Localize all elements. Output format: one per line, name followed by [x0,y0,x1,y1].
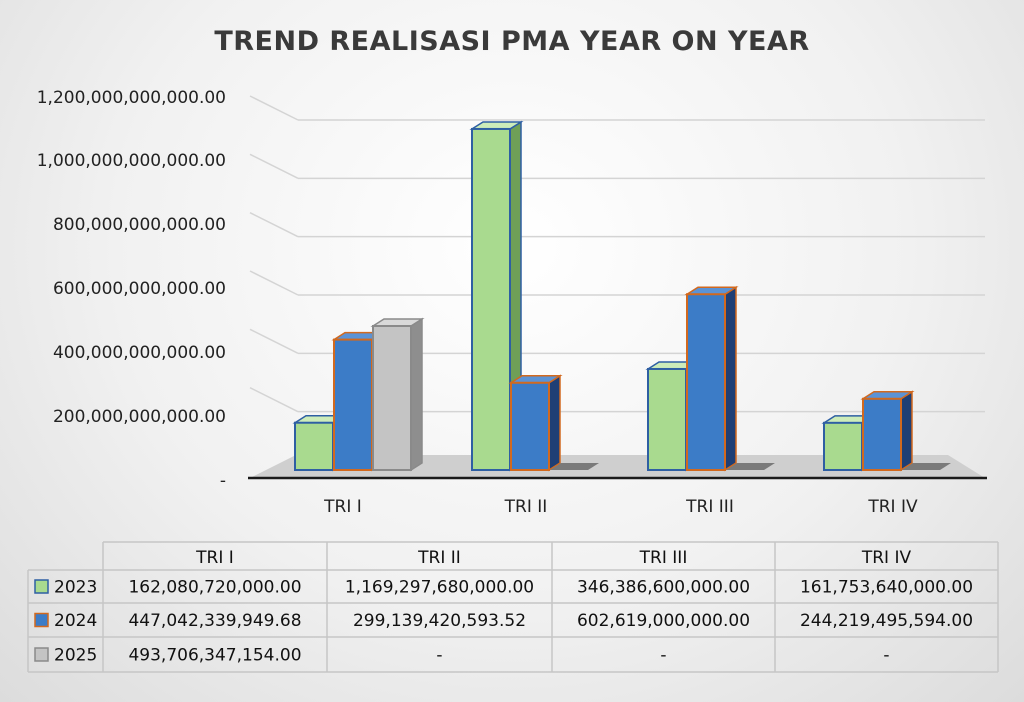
table-value-cell: 161,753,640,000.00 [800,578,973,598]
y-tick-label: 800,000,000,000.00 [53,215,226,235]
table-header-cell: TRI III [639,548,688,568]
gridline-diagonal [249,95,299,121]
table-value-cell: 346,386,600,000.00 [577,578,750,598]
x-category-label: TRI III [685,497,734,517]
legend-swatch [34,612,49,628]
bars [292,120,951,472]
bar-side [900,390,913,472]
bar-front [294,421,334,472]
gridline-diagonal [249,211,299,238]
table-value-cell: - [660,646,666,666]
bar-front [823,421,863,472]
bar [508,374,563,472]
chart-title: TREND REALISASI PMA YEAR ON YEAR [214,26,809,57]
bar-empty [726,463,775,470]
y-tick-label: 1,000,000,000,000.00 [37,151,226,171]
bar-side [724,285,737,472]
bar [684,285,739,472]
table-value-cell: 493,706,347,154.00 [128,646,301,666]
x-category-label: TRI IV [867,497,918,517]
bar-front [510,381,550,472]
y-tick-label: - [220,471,226,491]
y-tick-label: 600,000,000,000.00 [53,279,226,299]
table-value-cell: 244,219,495,594.00 [800,611,973,631]
y-axis-ticks: - 200,000,000,000.00 400,000,000,000.00 600… [37,88,226,491]
bar-front [647,367,687,472]
table-value-cell: - [883,646,889,666]
bar-side [410,317,423,472]
gridline-diagonal [249,328,299,355]
gridline-diagonal [249,270,299,296]
table-header-cell: TRI II [417,548,461,568]
bar-empty [902,463,951,470]
y-tick-label: 200,000,000,000.00 [53,407,226,427]
legend-swatch [34,579,49,594]
bar [370,317,425,472]
gridline-diagonal [249,386,299,413]
bar-empty [550,463,599,470]
legend-swatch [34,647,49,662]
bar-front [686,293,726,471]
table-value-cell: 602,619,000,000.00 [577,611,750,631]
bar-front [372,325,412,471]
bar-side [548,374,561,472]
bar-front [862,397,902,472]
legend-label: 2025 [54,646,97,666]
x-axis-categories: TRI I TRI II TRI III TRI IV [323,497,918,517]
chart-floor [248,455,987,480]
table-value-cell: 1,169,297,680,000.00 [345,578,534,598]
legend-label: 2023 [54,578,97,598]
table-header-cell: TRI IV [861,548,912,568]
y-tick-label: 1,200,000,000,000.00 [37,88,226,108]
table-value-cell: 447,042,339,949.68 [128,611,301,631]
bar [860,390,915,472]
table-value-cell: - [436,646,442,666]
bar-front [333,338,373,471]
table-header-cell: TRI I [195,548,234,568]
data-table: TRI I TRI II TRI III TRI IV 2023 162,080,720,… [27,541,999,673]
y-tick-label: 400,000,000,000.00 [53,343,226,363]
x-category-label: TRI II [504,497,548,517]
table-value-cell: 299,139,420,593.52 [353,611,526,631]
x-category-label: TRI I [323,497,362,517]
bar-front [471,127,511,472]
gridline-diagonal [249,153,299,180]
legend-label: 2024 [54,611,97,631]
floor-plane [250,455,985,478]
table-value-cell: 162,080,720,000.00 [128,578,301,598]
